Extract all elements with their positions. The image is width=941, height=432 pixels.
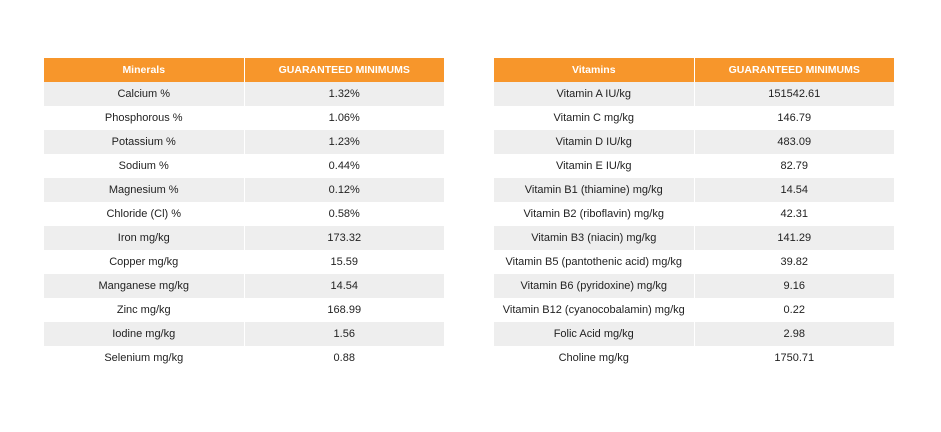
vitamin-value: 483.09 xyxy=(694,130,894,154)
vitamin-name: Vitamin B6 (pyridoxine) mg/kg xyxy=(494,274,695,298)
table-row: Manganese mg/kg 14.54 xyxy=(44,274,444,298)
minerals-header-row: Minerals GUARANTEED MINIMUMS xyxy=(44,58,444,82)
table-row: Choline mg/kg 1750.71 xyxy=(494,346,894,370)
minerals-guaranteed-minimums-header: GUARANTEED MINIMUMS xyxy=(244,58,444,82)
table-row: Chloride (Cl) % 0.58% xyxy=(44,202,444,226)
mineral-value: 15.59 xyxy=(244,250,444,274)
minerals-column-header: Minerals xyxy=(44,58,245,82)
vitamin-name: Choline mg/kg xyxy=(494,346,695,370)
vitamin-name: Vitamin B2 (riboflavin) mg/kg xyxy=(494,202,695,226)
vitamins-header-row: Vitamins GUARANTEED MINIMUMS xyxy=(494,58,894,82)
mineral-name: Potassium % xyxy=(44,130,245,154)
table-row: Vitamin D IU/kg 483.09 xyxy=(494,130,894,154)
table-row: Vitamin B2 (riboflavin) mg/kg 42.31 xyxy=(494,202,894,226)
vitamin-name: Vitamin A IU/kg xyxy=(494,82,695,106)
table-row: Selenium mg/kg 0.88 xyxy=(44,346,444,370)
mineral-name: Copper mg/kg xyxy=(44,250,245,274)
mineral-value: 0.58% xyxy=(244,202,444,226)
mineral-value: 0.88 xyxy=(244,346,444,370)
vitamin-name: Vitamin D IU/kg xyxy=(494,130,695,154)
vitamin-value: 1750.71 xyxy=(694,346,894,370)
vitamin-value: 9.16 xyxy=(694,274,894,298)
table-row: Folic Acid mg/kg 2.98 xyxy=(494,322,894,346)
mineral-value: 1.56 xyxy=(244,322,444,346)
mineral-name: Zinc mg/kg xyxy=(44,298,245,322)
table-row: Vitamin B1 (thiamine) mg/kg 14.54 xyxy=(494,178,894,202)
vitamin-value: 2.98 xyxy=(694,322,894,346)
mineral-value: 1.23% xyxy=(244,130,444,154)
mineral-name: Selenium mg/kg xyxy=(44,346,245,370)
table-row: Sodium % 0.44% xyxy=(44,154,444,178)
mineral-value: 14.54 xyxy=(244,274,444,298)
mineral-name: Iodine mg/kg xyxy=(44,322,245,346)
vitamin-name: Vitamin B1 (thiamine) mg/kg xyxy=(494,178,695,202)
table-row: Iron mg/kg 173.32 xyxy=(44,226,444,250)
mineral-value: 173.32 xyxy=(244,226,444,250)
vitamin-name: Folic Acid mg/kg xyxy=(494,322,695,346)
table-row: Vitamin B12 (cyanocobalamin) mg/kg 0.22 xyxy=(494,298,894,322)
vitamin-name: Vitamin E IU/kg xyxy=(494,154,695,178)
vitamin-name: Vitamin C mg/kg xyxy=(494,106,695,130)
vitamin-value: 14.54 xyxy=(694,178,894,202)
vitamin-value: 141.29 xyxy=(694,226,894,250)
table-row: Vitamin A IU/kg 151542.61 xyxy=(494,82,894,106)
table-row: Phosphorous % 1.06% xyxy=(44,106,444,130)
table-row: Zinc mg/kg 168.99 xyxy=(44,298,444,322)
table-row: Vitamin E IU/kg 82.79 xyxy=(494,154,894,178)
mineral-value: 168.99 xyxy=(244,298,444,322)
vitamin-name: Vitamin B5 (pantothenic acid) mg/kg xyxy=(494,250,695,274)
mineral-value: 1.06% xyxy=(244,106,444,130)
vitamin-value: 0.22 xyxy=(694,298,894,322)
table-row: Magnesium % 0.12% xyxy=(44,178,444,202)
vitamin-value: 42.31 xyxy=(694,202,894,226)
table-row: Potassium % 1.23% xyxy=(44,130,444,154)
mineral-name: Manganese mg/kg xyxy=(44,274,245,298)
mineral-name: Phosphorous % xyxy=(44,106,245,130)
mineral-name: Sodium % xyxy=(44,154,245,178)
table-row: Vitamin C mg/kg 146.79 xyxy=(494,106,894,130)
table-row: Vitamin B5 (pantothenic acid) mg/kg 39.82 xyxy=(494,250,894,274)
vitamin-value: 39.82 xyxy=(694,250,894,274)
vitamin-value: 146.79 xyxy=(694,106,894,130)
mineral-name: Calcium % xyxy=(44,82,245,106)
table-row: Vitamin B6 (pyridoxine) mg/kg 9.16 xyxy=(494,274,894,298)
vitamin-name: Vitamin B12 (cyanocobalamin) mg/kg xyxy=(494,298,695,322)
mineral-name: Iron mg/kg xyxy=(44,226,245,250)
vitamins-column-header: Vitamins xyxy=(494,58,695,82)
mineral-value: 1.32% xyxy=(244,82,444,106)
mineral-name: Magnesium % xyxy=(44,178,245,202)
minerals-table: Minerals GUARANTEED MINIMUMS Calcium % 1.… xyxy=(44,58,444,370)
vitamin-value: 151542.61 xyxy=(694,82,894,106)
mineral-value: 0.12% xyxy=(244,178,444,202)
mineral-name: Chloride (Cl) % xyxy=(44,202,245,226)
vitamins-table: Vitamins GUARANTEED MINIMUMS Vitamin A I… xyxy=(494,58,894,370)
vitamin-name: Vitamin B3 (niacin) mg/kg xyxy=(494,226,695,250)
mineral-value: 0.44% xyxy=(244,154,444,178)
table-row: Calcium % 1.32% xyxy=(44,82,444,106)
table-row: Vitamin B3 (niacin) mg/kg 141.29 xyxy=(494,226,894,250)
vitamins-guaranteed-minimums-header: GUARANTEED MINIMUMS xyxy=(694,58,894,82)
table-row: Iodine mg/kg 1.56 xyxy=(44,322,444,346)
vitamin-value: 82.79 xyxy=(694,154,894,178)
table-row: Copper mg/kg 15.59 xyxy=(44,250,444,274)
